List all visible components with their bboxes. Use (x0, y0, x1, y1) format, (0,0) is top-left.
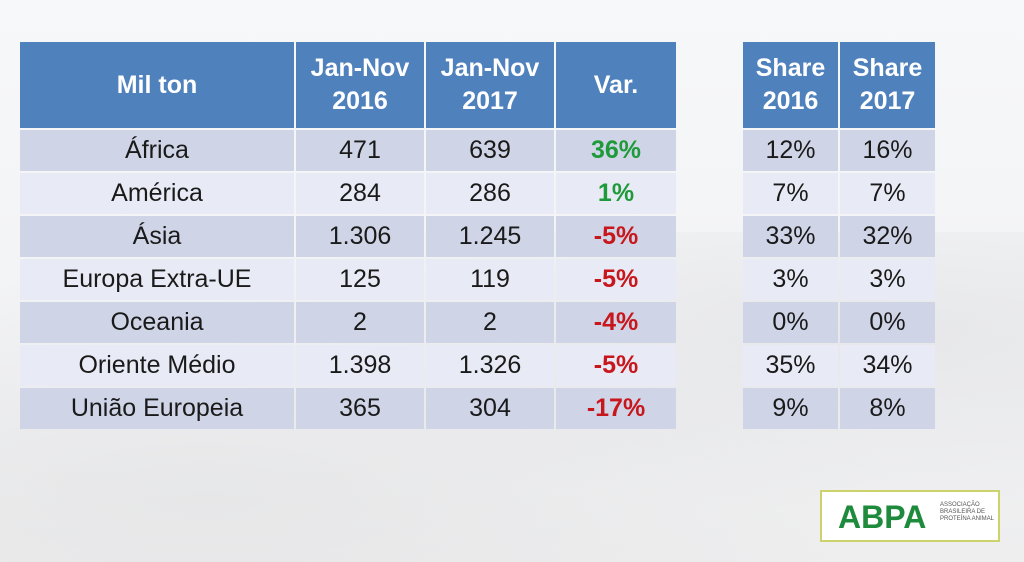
table-row: 0% 0% (743, 302, 935, 343)
table-row: 7% 7% (743, 173, 935, 214)
value-2016-cell: 2 (296, 302, 424, 343)
value-2017-cell: 1.326 (426, 345, 554, 386)
share-2017-cell: 0% (840, 302, 935, 343)
value-2016-cell: 125 (296, 259, 424, 300)
value-2016-cell: 284 (296, 173, 424, 214)
value-2016-cell: 1.398 (296, 345, 424, 386)
variation-cell: -5% (556, 259, 676, 300)
header-variation: Var. (556, 42, 676, 128)
table-row: 3% 3% (743, 259, 935, 300)
region-cell: África (20, 130, 294, 171)
share-2016-cell: 33% (743, 216, 838, 257)
value-2016-cell: 1.306 (296, 216, 424, 257)
region-cell: Oceania (20, 302, 294, 343)
variation-cell: -4% (556, 302, 676, 343)
header-jan-nov-2017-label: Jan-Nov 2017 (440, 54, 540, 115)
region-cell: Oriente Médio (20, 345, 294, 386)
share-2017-cell: 16% (840, 130, 935, 171)
table-row: União Europeia 365 304 -17% (20, 388, 676, 429)
value-2016-cell: 471 (296, 130, 424, 171)
table-row: 35% 34% (743, 345, 935, 386)
share-2016-cell: 7% (743, 173, 838, 214)
value-2017-cell: 119 (426, 259, 554, 300)
share-2017-cell: 32% (840, 216, 935, 257)
value-2017-cell: 639 (426, 130, 554, 171)
table-row: África 471 639 36% (20, 130, 676, 171)
region-cell: Europa Extra-UE (20, 259, 294, 300)
abpa-logo-wordmark: ABPA (838, 499, 927, 535)
export-volume-table: Mil ton Jan-Nov 2016 Jan-Nov 2017 Var. Á… (18, 40, 678, 431)
share-2016-cell: 12% (743, 130, 838, 171)
region-cell: América (20, 173, 294, 214)
share-2016-cell: 0% (743, 302, 838, 343)
table-row: 33% 32% (743, 216, 935, 257)
table-row: Oriente Médio 1.398 1.326 -5% (20, 345, 676, 386)
table-row: América 284 286 1% (20, 173, 676, 214)
abpa-logo-subtitle: ASSOCIAÇÃO BRASILEIRA DE PROTEÍNA ANIMAL (940, 502, 995, 522)
variation-cell: -5% (556, 216, 676, 257)
region-cell: União Europeia (20, 388, 294, 429)
value-2017-cell: 2 (426, 302, 554, 343)
abpa-logo: ABPA ASSOCIAÇÃO BRASILEIRA DE PROTEÍNA A… (820, 490, 1000, 542)
header-share-2016-label: Share 2016 (755, 54, 826, 115)
share-2017-cell: 34% (840, 345, 935, 386)
variation-cell: 36% (556, 130, 676, 171)
header-jan-nov-2016-label: Jan-Nov 2016 (310, 54, 410, 115)
share-table: Share 2016 Share 2017 12% 16% 7% 7% 33% … (741, 40, 937, 431)
share-2016-cell: 3% (743, 259, 838, 300)
table-row: Ásia 1.306 1.245 -5% (20, 216, 676, 257)
value-2017-cell: 304 (426, 388, 554, 429)
header-share-2017-label: Share 2017 (852, 54, 923, 115)
value-2017-cell: 1.245 (426, 216, 554, 257)
share-2017-cell: 3% (840, 259, 935, 300)
table-row: 12% 16% (743, 130, 935, 171)
header-jan-nov-2017: Jan-Nov 2017 (426, 42, 554, 128)
share-header-row: Share 2016 Share 2017 (743, 42, 935, 128)
region-cell: Ásia (20, 216, 294, 257)
value-2016-cell: 365 (296, 388, 424, 429)
share-2017-cell: 7% (840, 173, 935, 214)
variation-cell: -5% (556, 345, 676, 386)
header-jan-nov-2016: Jan-Nov 2016 (296, 42, 424, 128)
share-2016-cell: 9% (743, 388, 838, 429)
variation-cell: 1% (556, 173, 676, 214)
header-share-2016: Share 2016 (743, 42, 838, 128)
table-row: Europa Extra-UE 125 119 -5% (20, 259, 676, 300)
header-share-2017: Share 2017 (840, 42, 935, 128)
variation-cell: -17% (556, 388, 676, 429)
header-unit: Mil ton (20, 42, 294, 128)
table-row: 9% 8% (743, 388, 935, 429)
value-2017-cell: 286 (426, 173, 554, 214)
share-2016-cell: 35% (743, 345, 838, 386)
table-header-row: Mil ton Jan-Nov 2016 Jan-Nov 2017 Var. (20, 42, 676, 128)
share-2017-cell: 8% (840, 388, 935, 429)
table-row: Oceania 2 2 -4% (20, 302, 676, 343)
